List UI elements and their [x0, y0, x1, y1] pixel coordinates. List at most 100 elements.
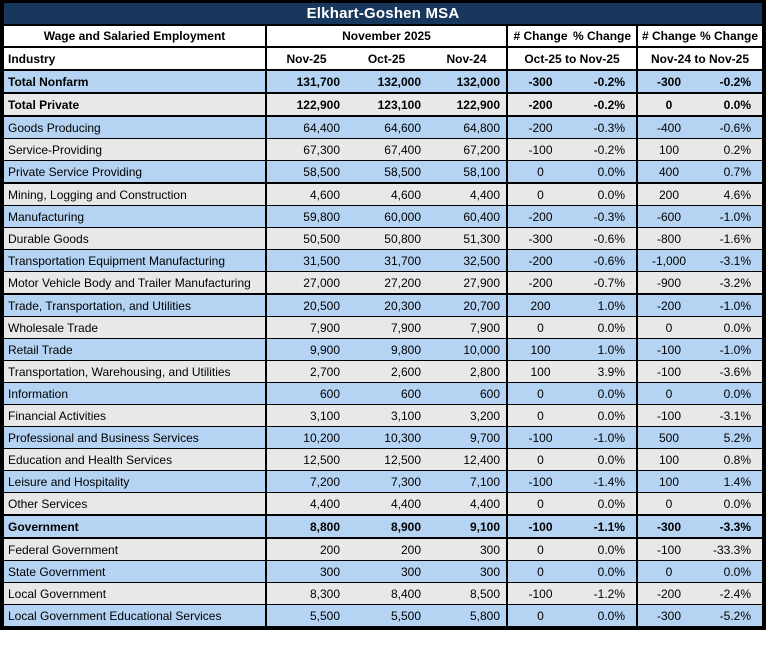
industry-label-cell: Wholesale Trade: [4, 316, 266, 339]
table-title: Elkhart-Goshen MSA: [4, 3, 762, 26]
value-cell: 2,600: [346, 360, 427, 383]
header-nov-25: Nov-25: [265, 47, 346, 71]
value-cell: 10,300: [346, 426, 427, 449]
value-cell: 600: [346, 382, 427, 405]
value-cell: 20,300: [346, 293, 427, 317]
table-row: Private Service Providing 58,500 58,500 58,…: [4, 160, 763, 184]
value-cell: 27,200: [346, 271, 427, 295]
value-cell: -3.3%: [700, 514, 763, 539]
value-cell: 3,100: [346, 404, 427, 427]
value-cell: 8,500: [427, 582, 508, 605]
value-cell: 0: [506, 448, 574, 471]
value-cell: -300: [636, 604, 701, 626]
value-cell: 4,400: [265, 492, 346, 516]
table-row: Mining, Logging and Construction 4,600 4,6…: [4, 182, 763, 206]
value-cell: 0.8%: [700, 448, 763, 471]
table-header: Wage and Salaried Employment November 20…: [4, 26, 763, 71]
table-row: Trade, Transportation, and Utilities 20,5…: [4, 293, 763, 317]
industry-label-cell: Information: [4, 382, 266, 405]
header-row-columns: Industry Nov-25 Oct-25 Nov-24 Oct-25 to …: [4, 47, 763, 71]
value-cell: 3,200: [427, 404, 508, 427]
value-cell: 0.0%: [700, 560, 763, 583]
value-cell: 50,800: [346, 227, 427, 250]
value-cell: 5,800: [427, 604, 508, 626]
value-cell: -0.6%: [700, 115, 763, 139]
value-cell: -100: [636, 338, 701, 361]
value-cell: -800: [636, 227, 701, 250]
value-cell: -100: [506, 426, 574, 449]
value-cell: -0.7%: [573, 271, 638, 295]
table-row: State Government 300 300 300 0 0.0% 0 0.0%: [4, 560, 763, 583]
value-cell: 600: [265, 382, 346, 405]
industry-label-cell: Durable Goods: [4, 227, 266, 250]
value-cell: -600: [636, 205, 701, 228]
value-cell: 7,100: [427, 470, 508, 493]
header-oct-25: Oct-25: [346, 47, 427, 71]
table-row: Information 600 600 600 0 0.0% 0 0.0%: [4, 382, 763, 405]
value-cell: 7,300: [346, 470, 427, 493]
table-row: Financial Activities 3,100 3,100 3,200 0 0.0%…: [4, 404, 763, 427]
value-cell: 12,400: [427, 448, 508, 471]
value-cell: 31,700: [346, 249, 427, 272]
value-cell: 2,700: [265, 360, 346, 383]
table-body: Total Nonfarm 131,700 132,000 132,000 -300 -0…: [4, 69, 763, 626]
value-cell: 0.7%: [700, 160, 763, 184]
value-cell: 200: [346, 537, 427, 561]
value-cell: -3.2%: [700, 271, 763, 295]
value-cell: -1.0%: [573, 426, 638, 449]
header-period-1: Oct-25 to Nov-25: [506, 47, 638, 71]
value-cell: 10,000: [427, 338, 508, 361]
industry-label-cell: Local Government: [4, 582, 266, 605]
industry-label-cell: Private Service Providing: [4, 160, 266, 184]
industry-label-cell: Transportation Equipment Manufacturing: [4, 249, 266, 272]
value-cell: -100: [636, 537, 701, 561]
value-cell: 60,000: [346, 205, 427, 228]
value-cell: 1.0%: [573, 338, 638, 361]
value-cell: 300: [265, 560, 346, 583]
value-cell: 4.6%: [700, 182, 763, 206]
value-cell: 67,400: [346, 138, 427, 161]
table-row: Local Government Educational Services 5,5…: [4, 604, 763, 626]
employment-table-frame: Elkhart-Goshen MSA Wage and Salaried Emp…: [0, 0, 766, 630]
value-cell: 10,200: [265, 426, 346, 449]
industry-label-cell: Federal Government: [4, 537, 266, 561]
value-cell: -0.2%: [700, 69, 763, 94]
value-cell: 100: [636, 138, 701, 161]
value-cell: 0: [506, 492, 574, 516]
value-cell: 7,900: [427, 316, 508, 339]
value-cell: -200: [506, 271, 574, 295]
value-cell: -200: [506, 249, 574, 272]
value-cell: -100: [636, 404, 701, 427]
industry-label-cell: Service-Providing: [4, 138, 266, 161]
table-row: Motor Vehicle Body and Trailer Manufactu…: [4, 271, 763, 295]
value-cell: -1.0%: [700, 205, 763, 228]
industry-label-cell: Goods Producing: [4, 115, 266, 139]
value-cell: 3.9%: [573, 360, 638, 383]
value-cell: 100: [506, 360, 574, 383]
value-cell: 4,400: [346, 492, 427, 516]
industry-label-cell: Leisure and Hospitality: [4, 470, 266, 493]
table-row: Transportation, Warehousing, and Utiliti…: [4, 360, 763, 383]
value-cell: -300: [636, 514, 701, 539]
value-cell: 300: [427, 560, 508, 583]
value-cell: 67,200: [427, 138, 508, 161]
header-nov-24: Nov-24: [427, 47, 508, 71]
value-cell: 8,400: [346, 582, 427, 605]
value-cell: 60,400: [427, 205, 508, 228]
value-cell: -1.0%: [700, 338, 763, 361]
value-cell: 32,500: [427, 249, 508, 272]
value-cell: 0: [506, 182, 574, 206]
value-cell: 0.2%: [700, 138, 763, 161]
value-cell: 64,600: [346, 115, 427, 139]
industry-label-cell: Other Services: [4, 492, 266, 516]
value-cell: 12,500: [265, 448, 346, 471]
table-row: Other Services 4,400 4,400 4,400 0 0.0% 0 0.0%: [4, 492, 763, 516]
table-row: Service-Providing 67,300 67,400 67,200 -100-…: [4, 138, 763, 161]
value-cell: 64,800: [427, 115, 508, 139]
table-row: Government 8,800 8,900 9,100 -100 -1.1% -300 -3…: [4, 514, 763, 539]
industry-label-cell: Total Nonfarm: [4, 69, 266, 94]
value-cell: 0: [506, 316, 574, 339]
value-cell: 0.0%: [573, 316, 638, 339]
value-cell: 4,600: [265, 182, 346, 206]
value-cell: 0: [506, 604, 574, 626]
